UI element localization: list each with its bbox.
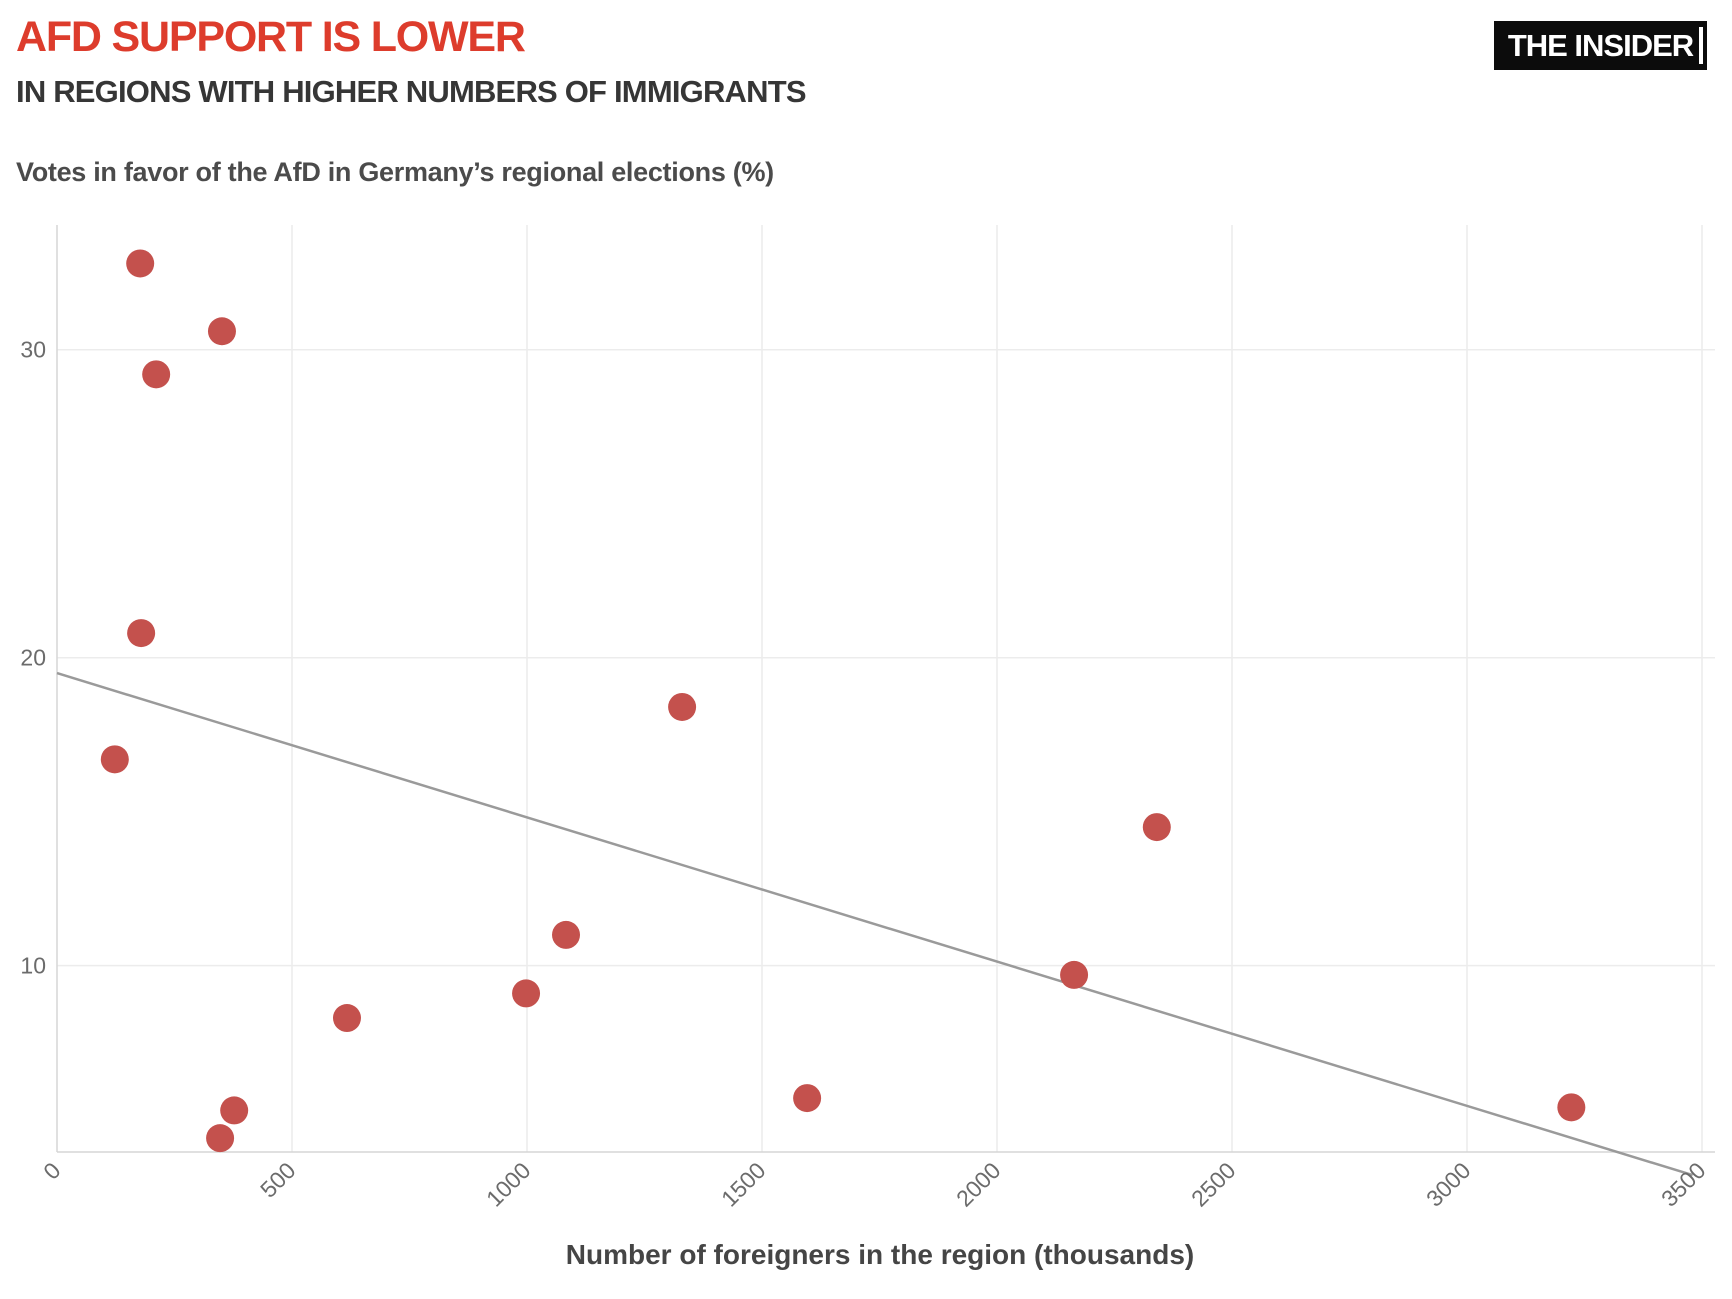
data-point <box>127 619 156 648</box>
y-tick-label: 30 <box>20 337 46 363</box>
data-point <box>1557 1093 1586 1122</box>
data-point <box>332 1004 361 1033</box>
y-tick-label: 20 <box>20 645 46 671</box>
the-insider-logo: THE INSIDER <box>1494 21 1707 70</box>
x-tick-label: 0 <box>38 1157 65 1184</box>
y-tick-label: 10 <box>20 953 46 979</box>
page-subtitle: IN REGIONS WITH HIGHER NUMBERS OF IMMIGR… <box>16 74 807 109</box>
data-point <box>1060 960 1089 989</box>
data-point <box>206 1124 235 1153</box>
trend-line <box>56 671 1693 1177</box>
trend-line-group <box>56 671 1693 1177</box>
axes <box>56 225 1715 1153</box>
data-point <box>207 317 236 346</box>
x-tick-label: 2500 <box>1186 1157 1241 1212</box>
data-point <box>126 249 155 278</box>
x-axis-label: Number of foreigners in the region (thou… <box>566 1239 1194 1270</box>
x-tick-label: 3000 <box>1421 1157 1476 1212</box>
x-tick-label: 500 <box>255 1157 301 1203</box>
data-points <box>100 249 1586 1153</box>
data-point <box>552 920 581 949</box>
x-tick-labels: 0 500 1000 1500 2000 2500 3000 3500 <box>38 1157 1710 1212</box>
data-point <box>100 745 129 774</box>
data-point <box>793 1084 822 1113</box>
page-title: AFD SUPPORT IS LOWER <box>16 13 526 61</box>
logo-bar <box>1699 27 1703 64</box>
data-point <box>1142 813 1171 842</box>
data-point <box>512 979 541 1008</box>
y-tick-labels: 10 20 30 <box>20 337 46 979</box>
data-point <box>668 692 697 721</box>
gridlines <box>57 225 1715 1152</box>
data-point <box>220 1096 249 1125</box>
x-tick-label: 2000 <box>951 1157 1006 1212</box>
x-tick-label: 1500 <box>716 1157 771 1212</box>
y-axis-title: Votes in favor of the AfD in Germany’s r… <box>16 157 774 187</box>
logo-text: THE INSIDER <box>1507 27 1694 63</box>
x-tick-label: 1000 <box>481 1157 536 1212</box>
data-point <box>142 360 171 389</box>
